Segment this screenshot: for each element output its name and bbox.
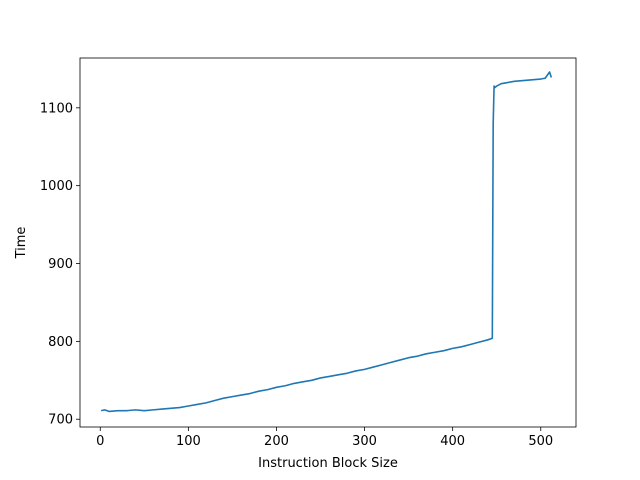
x-axis-label: Instruction Block Size [258, 456, 398, 471]
y-axis-label: Time [14, 227, 29, 260]
plot-area [80, 58, 576, 427]
y-axis-ticks: 700 800 900 1000 1100 [40, 101, 80, 428]
x-tick-label: 200 [264, 434, 289, 449]
y-tick-label: 1000 [40, 179, 73, 194]
y-tick-label: 900 [48, 257, 73, 272]
x-tick-label: 300 [352, 434, 377, 449]
y-tick-label: 800 [48, 335, 73, 350]
x-axis-ticks: 0 100 200 300 400 500 [96, 427, 553, 449]
x-tick-label: 400 [440, 434, 465, 449]
plot-frame [79, 57, 577, 428]
series-line [100, 71, 553, 413]
y-tick-label: 1100 [40, 101, 73, 116]
x-tick-label: 500 [528, 434, 553, 449]
x-tick-label: 0 [96, 434, 104, 449]
x-tick-label: 100 [176, 434, 201, 449]
y-tick-label: 700 [48, 413, 73, 428]
